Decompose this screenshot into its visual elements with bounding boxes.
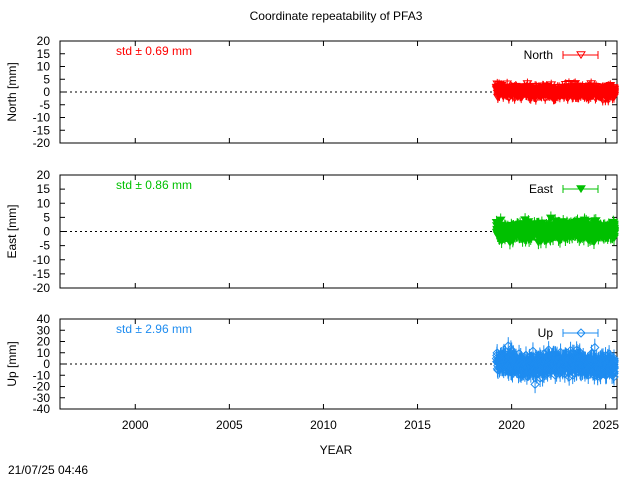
y-tick-label: -40: [33, 402, 51, 416]
y-tick-label: -10: [33, 253, 51, 267]
y-tick-label: 40: [37, 312, 51, 326]
y-tick-label: -20: [33, 380, 51, 394]
chart-title: Coordinate repeatability of PFA3: [250, 9, 423, 23]
legend-marker: [576, 51, 586, 60]
y-tick-label: 5: [43, 210, 50, 224]
x-tick-label: 2010: [310, 418, 337, 432]
y-tick-label: 10: [37, 60, 51, 74]
std-label: std ± 0.86 mm: [116, 178, 192, 192]
data-point: [609, 234, 619, 243]
data-point: [609, 363, 619, 374]
y-tick-label: -10: [33, 111, 51, 125]
std-label: std ± 0.69 mm: [116, 44, 192, 58]
y-tick-label: 15: [37, 182, 51, 196]
y-tick-label: -20: [33, 136, 51, 150]
std-label: std ± 2.96 mm: [116, 322, 192, 336]
y-tick-label: -30: [33, 391, 51, 405]
x-tick-label: 2005: [216, 418, 243, 432]
y-tick-label: 5: [43, 72, 50, 86]
y-tick-label: 20: [37, 34, 51, 48]
data-point: [530, 379, 540, 390]
y-tick-label: -10: [33, 368, 51, 382]
y-tick-label: -5: [39, 98, 50, 112]
x-tick-label: 2025: [592, 418, 619, 432]
y-tick-label: -20: [33, 281, 51, 295]
y-tick-label: -15: [33, 123, 51, 137]
y-tick-label: 20: [37, 168, 51, 182]
x-tick-label: 2015: [404, 418, 431, 432]
data-point: [609, 86, 619, 95]
legend-label: East: [529, 182, 554, 196]
y-tick-label: 20: [37, 335, 51, 349]
legend-marker: [576, 185, 586, 194]
x-tick-label: 2000: [122, 418, 149, 432]
legend-marker: [576, 328, 586, 338]
data-point: [609, 355, 619, 365]
legend-label: North: [524, 48, 553, 62]
data-point: [609, 368, 619, 379]
y-tick-label: 0: [43, 225, 50, 239]
data-point: [590, 342, 600, 353]
data-point: [564, 372, 574, 382]
timestamp: 21/07/25 04:46: [8, 463, 88, 477]
y-tick-label: -5: [39, 239, 50, 253]
x-axis-label: YEAR: [320, 443, 353, 457]
y-tick-label: 10: [37, 346, 51, 360]
y-axis-label: East [mm]: [5, 204, 19, 258]
y-tick-label: 30: [37, 323, 51, 337]
y-tick-label: 0: [43, 357, 50, 371]
y-tick-label: 10: [37, 196, 51, 210]
y-tick-label: -15: [33, 267, 51, 281]
y-tick-label: 15: [37, 47, 51, 61]
y-tick-label: 0: [43, 85, 50, 99]
x-tick-label: 2020: [498, 418, 525, 432]
legend-label: Up: [538, 326, 554, 340]
y-axis-label: North [mm]: [5, 62, 19, 121]
y-axis-label: Up [mm]: [5, 341, 19, 386]
